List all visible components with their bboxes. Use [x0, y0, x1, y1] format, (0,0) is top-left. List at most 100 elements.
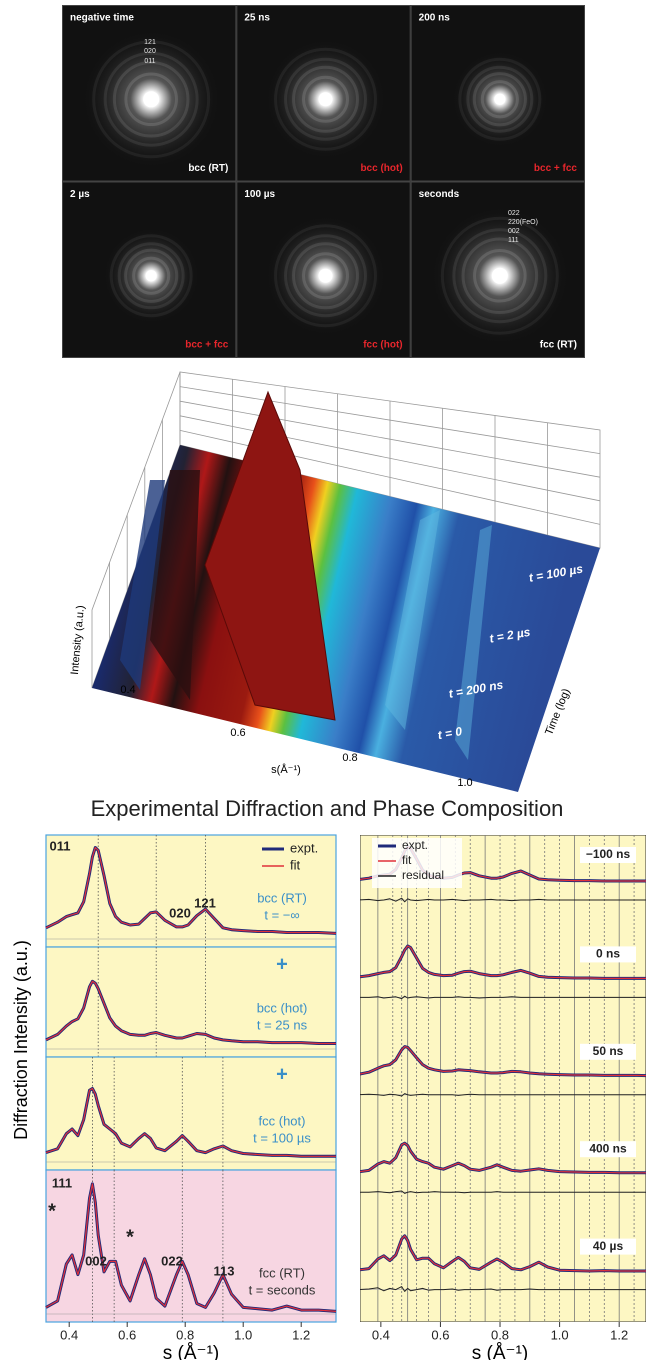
ring-label: 022: [508, 210, 520, 217]
phase-label: fcc (hot): [259, 1113, 306, 1128]
image-time-label: 25 ns: [244, 13, 270, 24]
ring-label: 020: [144, 48, 156, 55]
x-tick-label: 0.6: [230, 727, 245, 739]
label-background: [580, 1141, 636, 1158]
legend-label: expt.: [290, 840, 318, 855]
diffraction-ring: [124, 248, 179, 303]
peak-label: *: [48, 1200, 56, 1222]
ring-label: 220(FeO): [508, 219, 538, 226]
time-label: t = 100 µs: [253, 1130, 311, 1145]
diffraction-ring: [284, 234, 367, 318]
x-axis-label: s(Å⁻¹): [271, 763, 301, 776]
label-background: [580, 1043, 636, 1060]
diffraction-ring: [274, 47, 377, 151]
x-tick-label: 0.6: [431, 1327, 449, 1342]
ring-label: 111: [508, 237, 519, 244]
z-axis-label: Intensity (a.u.): [69, 605, 87, 675]
image-phase-label: bcc (hot): [360, 163, 402, 174]
ring-label: 121: [144, 39, 156, 46]
image-time-label: seconds: [419, 189, 460, 200]
legend-label: expt.: [402, 838, 428, 852]
separator: +: [276, 1063, 288, 1085]
diffraction-ring: [112, 60, 190, 138]
label-background: [580, 1238, 636, 1255]
legend-label: fit: [402, 853, 412, 867]
diffraction-center: [318, 92, 333, 107]
diffraction-ring: [302, 252, 349, 300]
traces-group: −100 ns 0 ns 50 ns 400 ns 40 µs expt.fitresid…: [360, 835, 646, 1322]
ring-label: 002: [508, 228, 520, 235]
image-phase-label: bcc (RT): [188, 163, 228, 174]
peak-label: 020: [169, 905, 191, 920]
image-time-label: 2 µs: [70, 189, 90, 200]
diffraction-ring: [302, 75, 349, 123]
residual-line: [360, 1093, 646, 1097]
residual-line: [360, 897, 646, 903]
residual-line: [360, 1190, 646, 1194]
time-label: t = 25 ns: [257, 1017, 308, 1032]
label-background: [580, 847, 636, 863]
diffraction-ring: [132, 256, 171, 295]
x-axis-label: s (Å⁻¹): [163, 1343, 219, 1360]
diffraction-center: [143, 91, 160, 108]
image-phase-label: fcc (hot): [363, 340, 402, 351]
diffraction-ring: [292, 65, 359, 133]
legend-label: fit: [290, 857, 301, 872]
phase-label: fcc (RT): [259, 1265, 305, 1280]
fit-line: [45, 1087, 336, 1157]
peak-label: 111: [52, 1175, 72, 1190]
x-axis-label: s (Å⁻¹): [472, 1343, 528, 1360]
wall-grid: [179, 415, 601, 502]
peak-label: 022: [161, 1253, 183, 1268]
peak-label: 011: [50, 838, 71, 853]
trace-label: −100 ns: [586, 847, 631, 861]
fit-line: [360, 945, 646, 979]
x-tick-label: 0.4: [60, 1327, 78, 1342]
fit-line: [360, 1142, 646, 1174]
image-phase-label: bcc + fcc: [534, 163, 578, 174]
image-phase-label: fcc (RT): [540, 340, 577, 351]
trace-label: 0 ns: [596, 947, 620, 961]
surface-peak: [204, 390, 336, 721]
diffraction-center: [494, 93, 506, 105]
diffraction-ring: [292, 242, 359, 310]
diffraction-ring: [124, 72, 178, 127]
diffraction-ring: [103, 51, 199, 147]
diffraction-ring: [440, 216, 559, 335]
peak-label: *: [126, 1226, 134, 1248]
image-time-label: negative time: [70, 13, 134, 24]
x-tick-label: 0.8: [176, 1327, 194, 1342]
diffraction-center: [318, 268, 333, 283]
phase-label: bcc (RT): [257, 890, 307, 905]
diffraction-ring: [472, 72, 527, 127]
diffraction-ring: [466, 65, 534, 133]
x-tick-label: 0.4: [120, 684, 135, 696]
ring-label: 011: [144, 58, 155, 65]
image-time-label: 200 ns: [419, 13, 451, 24]
surface-ridge: [120, 480, 165, 690]
diffraction-ring: [458, 57, 542, 141]
diffraction-ring: [117, 242, 185, 310]
x-tick-label: 1.2: [610, 1327, 628, 1342]
diffraction-ring: [92, 40, 211, 159]
x-tick-label: 1.0: [234, 1327, 252, 1342]
trace-label: 40 µs: [593, 1239, 624, 1253]
fit-line: [360, 1046, 646, 1077]
diffraction-ring: [461, 237, 539, 315]
wall-grid: [179, 400, 601, 478]
diffraction-ring: [109, 234, 193, 318]
diffraction-ring: [452, 228, 548, 324]
time-label: t = seconds: [249, 1282, 316, 1297]
x-tick-label: 0.8: [491, 1327, 509, 1342]
x-tick-label: 0.6: [118, 1327, 136, 1342]
x-tick-label: 0.4: [372, 1327, 390, 1342]
peak-label: 002: [85, 1253, 107, 1268]
diffraction-ring: [480, 80, 519, 119]
y-axis-label: Diffraction Intensity (a.u.): [11, 940, 31, 1140]
surface-ridge: [385, 510, 440, 730]
surface-box: [91, 371, 601, 689]
diffraction-center: [145, 270, 157, 282]
image-phase-label: bcc + fcc: [185, 340, 229, 351]
time-label: t = 0: [437, 724, 464, 742]
trace-label: 50 ns: [593, 1044, 624, 1058]
